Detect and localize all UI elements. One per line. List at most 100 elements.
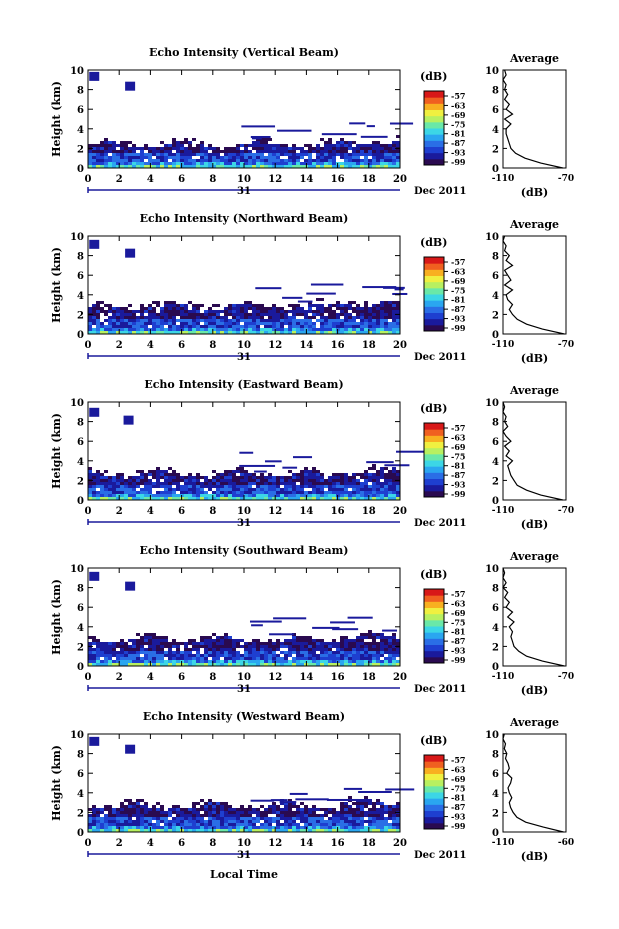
echo-cell	[328, 147, 332, 150]
echo-cell	[248, 805, 252, 808]
echo-cell	[88, 144, 92, 147]
echo-cell	[156, 162, 160, 165]
echo-cell	[120, 165, 124, 168]
echo-cell	[308, 310, 312, 313]
echo-cell	[208, 307, 212, 310]
echo-cell	[176, 660, 180, 663]
echo-cell	[248, 479, 252, 482]
echo-cell	[364, 796, 368, 799]
echo-cell	[232, 307, 236, 310]
echo-cell	[216, 491, 220, 494]
echo-cell	[252, 651, 256, 654]
echo-cell	[124, 479, 128, 482]
echo-cell	[300, 307, 304, 310]
y-tick-label: 0	[77, 330, 84, 341]
echo-cell	[316, 482, 320, 485]
echo-cell	[232, 494, 236, 497]
echo-cell	[200, 304, 204, 307]
average-y-tick-label: 2	[492, 808, 499, 819]
echo-cell	[188, 829, 192, 832]
echo-cell	[336, 814, 340, 817]
echo-cell	[356, 307, 360, 310]
colorbar-tick-label: -75	[451, 783, 465, 793]
echo-cell	[192, 663, 196, 666]
echo-cell	[296, 636, 300, 639]
echo-cell	[236, 651, 240, 654]
echo-cell	[292, 805, 296, 808]
echo-cell	[384, 648, 388, 651]
echo-cell	[264, 141, 268, 144]
x-tick-label: 12	[268, 672, 282, 683]
echo-cell	[228, 159, 232, 162]
colorbar-segment	[424, 97, 444, 104]
echo-cell	[128, 820, 132, 823]
echo-streak	[249, 620, 282, 623]
echo-cell	[208, 159, 212, 162]
echo-cell	[176, 159, 180, 162]
echo-cell	[380, 316, 384, 319]
echo-cell	[128, 811, 132, 814]
echo-cell	[288, 808, 292, 811]
echo-cell	[132, 322, 136, 325]
echo-cell	[236, 485, 240, 488]
echo-cell	[220, 150, 224, 153]
echo-cell	[168, 307, 172, 310]
echo-cell	[380, 651, 384, 654]
echo-cell	[196, 476, 200, 479]
echo-cell	[248, 482, 252, 485]
echo-cell	[352, 823, 356, 826]
echo-cell	[220, 322, 224, 325]
echo-cell	[344, 331, 348, 334]
echo-cell	[388, 651, 392, 654]
colorbar-segment	[424, 134, 444, 141]
echo-cell	[112, 642, 116, 645]
echo-cell	[112, 313, 116, 316]
echo-cell	[168, 153, 172, 156]
echo-cell	[116, 328, 120, 331]
echo-cell	[220, 639, 224, 642]
echo-cell	[288, 494, 292, 497]
echo-cell	[220, 805, 224, 808]
echo-cell	[308, 159, 312, 162]
echo-cell	[352, 485, 356, 488]
echo-cell	[356, 805, 360, 808]
echo-cell	[352, 301, 356, 304]
echo-cell	[316, 648, 320, 651]
echo-cell	[108, 494, 112, 497]
echo-cell	[216, 663, 220, 666]
echo-cell	[336, 150, 340, 153]
echo-cell	[164, 485, 168, 488]
echo-cell	[240, 307, 244, 310]
echo-cell	[360, 799, 364, 802]
echo-cell	[176, 651, 180, 654]
echo-cell	[188, 141, 192, 144]
echo-cell	[108, 654, 112, 657]
colorbar-segment	[424, 429, 444, 436]
echo-cell	[280, 497, 284, 500]
echo-cell	[140, 316, 144, 319]
echo-cell	[328, 307, 332, 310]
echo-cell	[396, 654, 400, 657]
echo-cell	[392, 488, 396, 491]
echo-cell	[240, 823, 244, 826]
echo-cell	[244, 482, 248, 485]
echo-cell	[304, 642, 308, 645]
echo-cell	[228, 150, 232, 153]
echo-cell	[196, 153, 200, 156]
echo-cell	[124, 497, 128, 500]
echo-cell	[188, 322, 192, 325]
echo-cell	[340, 150, 344, 153]
colorbar-tick-label: -87	[451, 304, 465, 314]
echo-cell	[128, 817, 132, 820]
echo-cell	[168, 820, 172, 823]
echo-cell	[136, 811, 140, 814]
echo-cell	[324, 159, 328, 162]
echo-cell	[252, 808, 256, 811]
echo-cell	[360, 657, 364, 660]
echo-cell	[280, 147, 284, 150]
echo-cell	[180, 144, 184, 147]
echo-cell	[128, 322, 132, 325]
echo-cell	[300, 826, 304, 829]
echo-cell	[104, 642, 108, 645]
echo-cell	[176, 814, 180, 817]
